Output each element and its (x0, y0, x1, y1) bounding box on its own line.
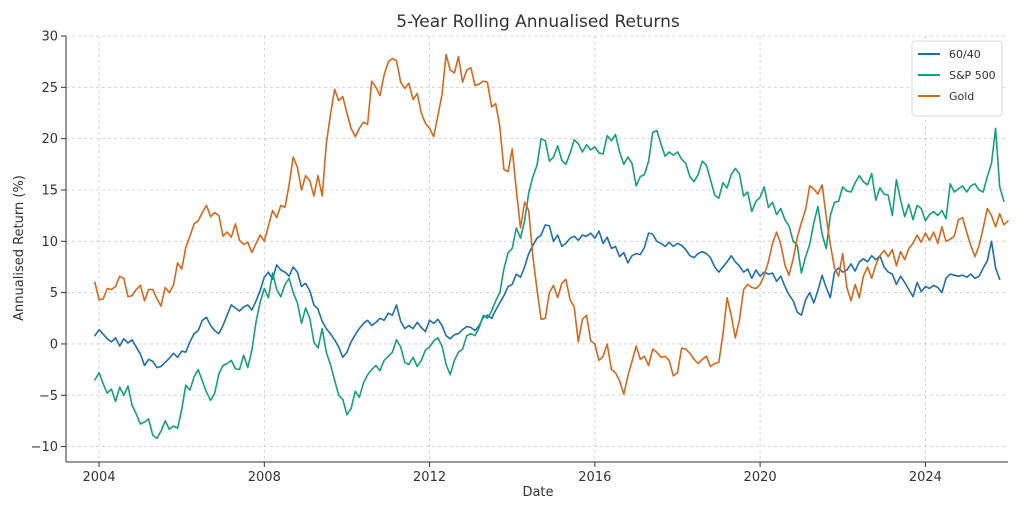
x-tick-label: 2012 (413, 470, 446, 485)
y-tick-label: 0 (50, 337, 58, 352)
series-line-gold (94, 53, 1009, 396)
series-line-60-40 (94, 224, 1001, 369)
x-axis-label: Date (522, 485, 553, 500)
y-axis-label: Annualised Return (%) (12, 175, 27, 321)
y-tick-label: 25 (41, 81, 58, 96)
legend-box (911, 40, 1003, 117)
x-tick-label: 2004 (83, 470, 116, 485)
axes (61, 35, 1008, 467)
legend-label: S&P 500 (949, 69, 996, 82)
y-tick-label: −5 (39, 389, 58, 404)
x-tick-label: 2024 (909, 470, 942, 485)
legend-label: Gold (949, 90, 974, 103)
x-tick-label: 2008 (248, 470, 281, 485)
legend-label: 60/40 (949, 48, 981, 61)
legend: 60/40 S&P 500 Gold (911, 40, 1003, 117)
series-line-s-p-500 (94, 127, 1005, 440)
x-tick-label: 2016 (578, 470, 611, 485)
data-series (94, 53, 1009, 440)
tick-labels: −10 −5 0 5 10 15 20 25 30 2004 2008 2012 2016 2020 202… (31, 30, 942, 486)
y-tick-label: 10 (41, 235, 58, 250)
chart-title: 5-Year Rolling Annualised Returns (396, 12, 680, 32)
y-tick-label: 30 (41, 30, 58, 45)
y-tick-label: 5 (50, 286, 58, 301)
y-tick-label: 15 (41, 183, 58, 198)
y-tick-label: −10 (31, 440, 58, 455)
x-tick-label: 2020 (744, 470, 777, 485)
y-tick-label: 20 (41, 132, 58, 147)
